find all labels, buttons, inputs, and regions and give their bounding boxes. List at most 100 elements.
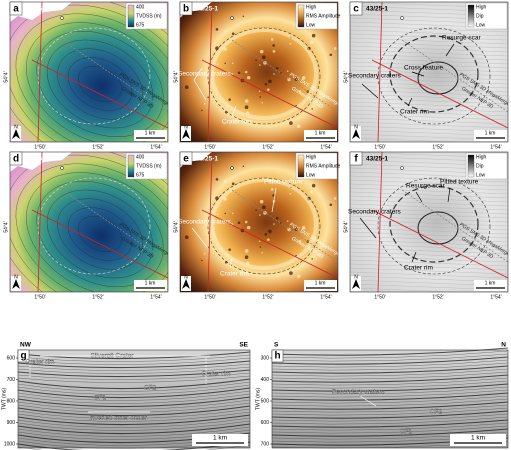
reflector [17,429,251,440]
reflector [17,372,251,380]
rim-line [377,27,491,125]
reflector [271,359,509,368]
texture [350,211,508,219]
texture [350,77,508,85]
label-box [179,1,193,16]
texture [350,65,508,73]
rim-line [37,27,151,125]
texture [350,263,508,271]
reflector [17,387,251,399]
speckle [216,63,219,66]
y-tick-label: 300 [261,355,270,361]
speckle [298,90,302,93]
annotation: Resurge scar [442,35,481,42]
texture [350,113,508,121]
speckle [201,259,203,262]
speckle [289,271,293,275]
texture [350,61,508,69]
speckle [259,96,262,98]
annotation-arrow [193,67,203,81]
contour [67,57,133,111]
panel-label: g [20,351,26,362]
speckle [287,77,291,82]
section-border [17,349,251,449]
contour [46,39,154,129]
colorbar [127,4,135,28]
speckle [244,99,249,103]
texture [350,85,508,93]
axis-title: TWT (ms) [1,388,7,410]
well-label: 43/25-1 [366,156,388,163]
reflector [17,354,251,362]
speckle [231,32,235,36]
reflector [17,399,251,410]
texture [350,271,508,279]
speckle [228,98,231,101]
colorbar [127,154,135,178]
panel-label: e [183,154,189,165]
label-box [271,349,284,363]
annotation: Pitted texture [264,179,303,186]
texture [350,69,508,77]
seismic-line [37,152,43,292]
north-label: N [354,124,358,130]
speckle [224,29,227,33]
reflector [17,375,251,383]
ring [389,35,479,113]
well-label: 43/25-1 [366,6,388,13]
lon-label: 1°54' [150,144,161,150]
speckle [259,199,264,204]
speckle [255,59,257,61]
annotation-arrow [231,105,237,117]
north-label: N [184,274,188,280]
texture [350,105,508,113]
scale-label: 1 km [485,130,496,136]
speckle [272,194,275,197]
texture [350,287,460,292]
texture [350,25,508,33]
reflector [17,411,251,422]
texture [350,267,508,275]
north-label: N [354,274,358,280]
seismic-line [377,152,383,292]
speckle [289,43,292,45]
speckle [258,90,261,93]
texture [350,304,508,310]
no-data [10,2,72,22]
panel-label: a [13,4,19,15]
scale-box [134,130,167,141]
speckle [242,15,245,18]
label-box [349,1,363,16]
contour [57,198,143,270]
speckle [244,255,249,259]
lon-label: 1°54' [150,294,161,300]
texture [350,117,508,125]
reflector [17,390,251,401]
well-label: 43/25-1 [26,156,48,163]
texture [350,45,508,53]
speckle [273,223,275,225]
speckle [272,50,276,53]
contour [67,207,133,261]
north-label: N [184,124,188,130]
lon-label: 1°52' [262,144,273,150]
texture [350,191,508,199]
legend-top: High [306,4,317,10]
y-tick-label: 900 [7,420,16,426]
speckle [268,79,272,84]
speckle [309,40,314,45]
annotation-arrow [229,257,233,269]
legend-bottom: Low [476,172,486,178]
speckle [203,252,206,255]
annotation: Secondary craters [348,209,401,216]
speckle [267,238,270,241]
legend-title: Dip [476,13,484,19]
annotation: Crater rim [26,359,55,366]
speckle [311,258,313,260]
legend-title: TVDSS (m) [136,13,162,19]
lon-label: 1°50' [374,294,385,300]
reflector [271,365,509,374]
